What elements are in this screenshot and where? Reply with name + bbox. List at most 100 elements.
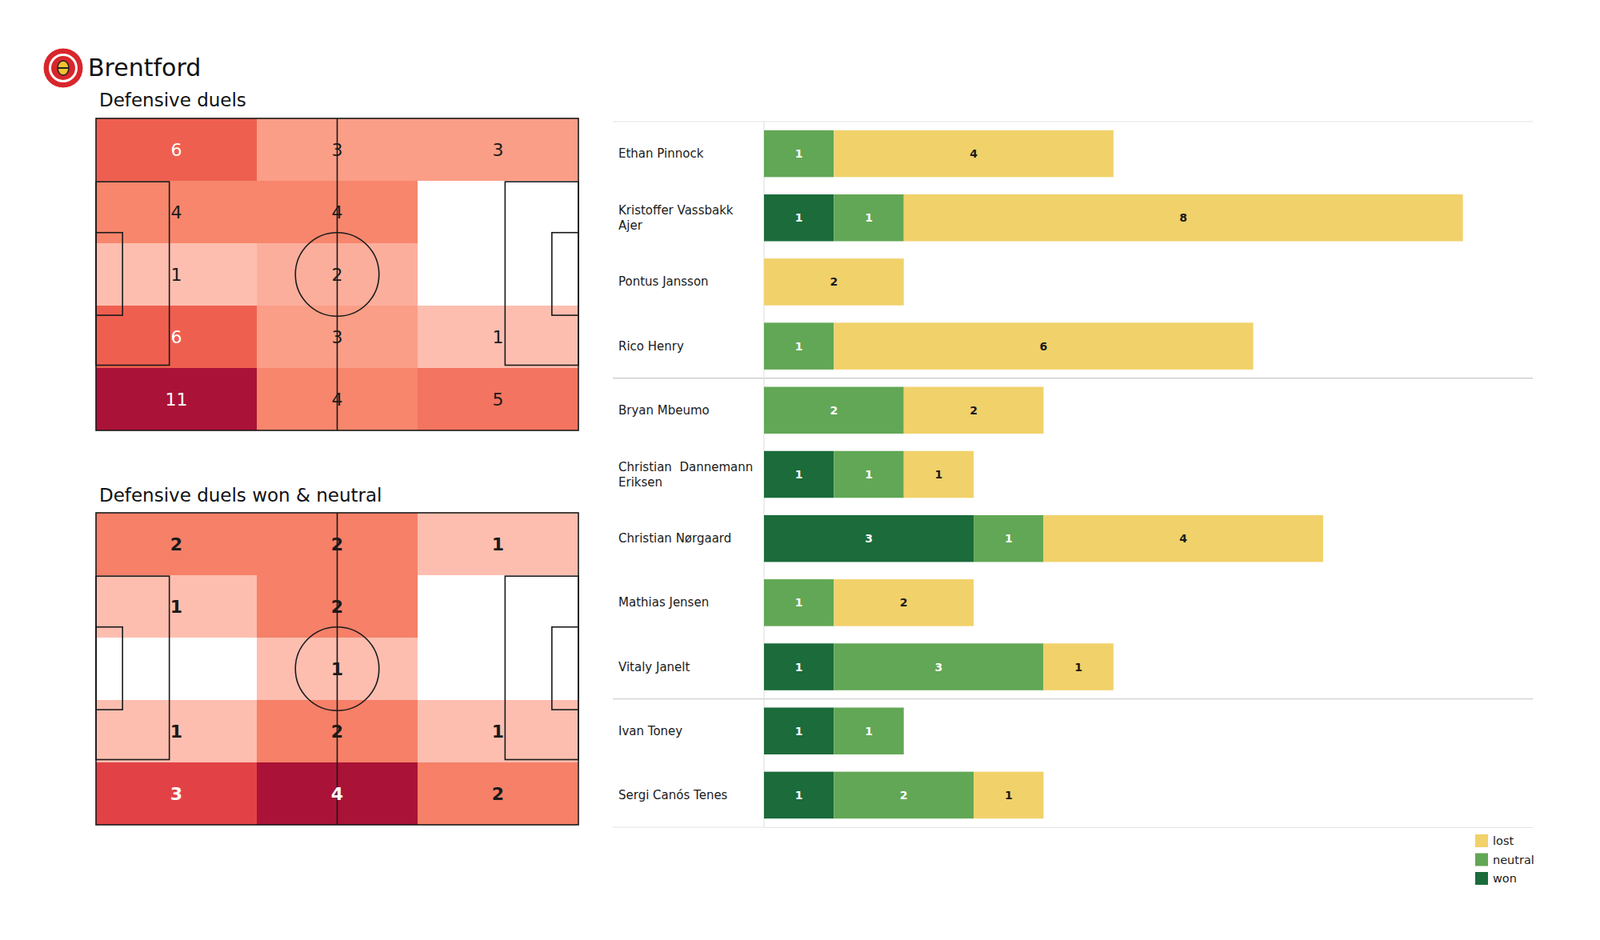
y-tick-label: Kristoffer VassbakkAjer: [618, 203, 734, 233]
heatmap-value: 3: [492, 140, 504, 160]
bar-labels: 11311111121113124826214211: [795, 147, 1188, 802]
y-tick-label-line: Ivan Toney: [618, 724, 683, 739]
bar-value: 1: [795, 340, 804, 353]
y-tick-label-line: Sergi Canós Tenes: [618, 788, 728, 803]
y-tick-label-line: Christian Nørgaard: [618, 531, 732, 546]
bar-value: 1: [795, 211, 804, 224]
bar-value: 1: [864, 724, 873, 738]
heatmap-value: 4: [332, 389, 344, 410]
bar-value: 2: [969, 404, 978, 417]
bar-segment: [764, 579, 834, 627]
y-axis-labels: Ethan Pinnock Kristoffer VassbakkAjer Pont…: [618, 146, 753, 803]
heatmap-labels: 63344126311145: [165, 140, 504, 410]
separator-group: [612, 377, 1533, 379]
y-tick-label-line: Ethan Pinnock: [618, 146, 704, 161]
bar-segment: [833, 451, 904, 499]
legend-label: lost: [1492, 834, 1514, 848]
heatmap-value: 3: [170, 784, 183, 804]
bar-value: 3: [864, 532, 873, 545]
bar-value: 1: [795, 788, 804, 802]
y-tick-label-line: Eriksen: [618, 475, 663, 490]
y-tick-label-line: Mathias Jensen: [618, 595, 709, 610]
bar-segment: [904, 451, 974, 499]
logo-bee-stripe: [57, 67, 69, 69]
legend-label: neutral: [1492, 853, 1535, 867]
heatmap-value: 1: [331, 659, 344, 680]
heatmap-cell: [96, 575, 257, 638]
bar-value: 6: [1040, 340, 1048, 353]
heatmap-cell: [96, 180, 257, 244]
y-tick-label: Pontus Jansson: [618, 274, 709, 289]
heatmap-value: 4: [332, 202, 344, 223]
heatmap-value: 6: [171, 140, 183, 160]
y-tick-label-line: Christian Dannemann: [618, 460, 753, 475]
heatmap-cell: [96, 512, 257, 576]
heatmap-cell: [417, 762, 579, 825]
bar-value: 1: [795, 660, 804, 674]
legend-swatch: [1475, 834, 1488, 848]
heatmap-value: 2: [331, 596, 344, 617]
centre-circle: [295, 627, 380, 712]
bar-segment: [764, 258, 904, 306]
bar-value: 1: [795, 724, 804, 738]
bar-segment: [904, 194, 1464, 242]
bar-segment: [764, 194, 834, 242]
logo-inner: [51, 56, 76, 80]
pitch-outline: [96, 512, 579, 825]
bars: [764, 130, 1464, 819]
y-tick-label-line: Pontus Jansson: [618, 274, 709, 289]
y-tick-label-line: Ajer: [618, 218, 644, 233]
penalty-box-right: [504, 181, 579, 365]
bar-segment: [764, 387, 904, 435]
heatmap-value: 2: [331, 534, 344, 555]
penalty-box-left: [96, 576, 170, 760]
logo-outer: [43, 48, 84, 88]
heatmap-value: 4: [171, 202, 183, 223]
y-tick-label-line: Rico Henry: [618, 339, 684, 354]
heatmap-value: 2: [492, 784, 504, 804]
bar-value: 1: [935, 468, 944, 481]
penalty-box-right: [504, 576, 579, 760]
separator-bottom: [612, 826, 764, 828]
heatmap-cell: [96, 762, 257, 825]
bar-segment: [833, 707, 904, 755]
team-logo: [43, 48, 84, 88]
y-tick-label: Rico Henry: [618, 339, 684, 354]
y-tick-label: Sergi Canós Tenes: [618, 788, 728, 803]
goal-box-left: [96, 232, 123, 316]
bar-value: 1: [1004, 532, 1013, 545]
heatmap-cell: [96, 118, 257, 181]
heatmap-value: 1: [171, 264, 183, 285]
bar-value: 1: [864, 468, 873, 481]
heatmap-value: 6: [171, 327, 183, 348]
bar-segment: [833, 772, 974, 820]
y-tick-label: Vitaly Janelt: [618, 660, 691, 675]
heatmap: Defensive duels won & neutral22112112134…: [96, 484, 579, 825]
heatmap-value: 3: [332, 327, 344, 348]
bar-segment: [764, 643, 834, 691]
y-tick-label: Ethan Pinnock: [618, 146, 704, 161]
legend-swatch: [1475, 872, 1488, 885]
y-tick-label-line: Vitaly Janelt: [618, 660, 691, 675]
y-tick-label: Bryan Mbeumo: [618, 403, 710, 418]
bar-value: 1: [795, 596, 804, 609]
bar-segment: [764, 130, 834, 178]
y-tick-label: Ivan Toney: [618, 724, 683, 739]
heatmap-value: 5: [492, 389, 504, 410]
logo-ring: [48, 53, 78, 83]
pitch-lines: [96, 512, 579, 825]
bar-segment: [764, 451, 834, 499]
x-axis-domain: [764, 827, 1534, 828]
bar-value: 1: [1074, 660, 1083, 674]
heatmap-value: 1: [492, 721, 504, 742]
heatmap-value: 2: [331, 721, 344, 742]
heatmap-value: 1: [492, 534, 504, 555]
heatmap-cell: [96, 368, 257, 431]
heatmap-value: 1: [170, 721, 183, 742]
bar-value: 2: [829, 404, 838, 417]
bar-value: 4: [969, 147, 978, 160]
heatmap-cell: [417, 118, 579, 181]
heatmap-value: 1: [170, 596, 183, 617]
heatmap-cell: [96, 243, 257, 306]
heatmap-labels: 221121121342: [170, 534, 504, 804]
